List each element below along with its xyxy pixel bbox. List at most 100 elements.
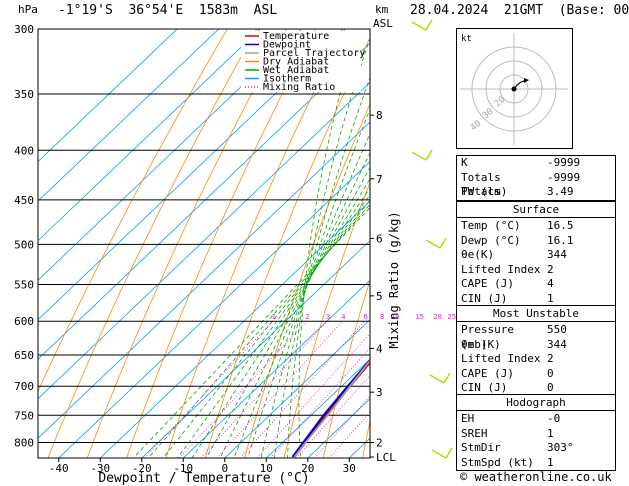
wind-barb-icon — [411, 21, 427, 31]
legend-item: Temperature — [263, 31, 329, 42]
x-tick-label: 10 — [260, 462, 273, 475]
wind-barb-flag — [425, 149, 433, 161]
pressure-tick-label: 600 — [14, 315, 34, 328]
pressure-tick-label: 500 — [14, 238, 34, 251]
series-dewpoint-line — [291, 358, 370, 458]
hodograph-row: StmSpd (kt) 1 — [461, 455, 554, 469]
surface-row: θe(K) 344 — [461, 248, 567, 261]
most-unstable-table: Most Unstable Pressure (mb) 550 θe (K) 344… — [456, 305, 616, 397]
plot-frame — [37, 28, 371, 459]
dry-adiabat-line — [38, 29, 228, 393]
pressure-unit-label: hPa — [18, 3, 38, 16]
pressure-tick-label: 650 — [14, 349, 34, 362]
pressure-tick-label: 700 — [14, 380, 34, 393]
most-unstable-row: θe (K) 344 — [461, 337, 567, 351]
isotherm-line — [224, 319, 370, 458]
wind-barb-flag — [443, 372, 451, 384]
isotherm-line — [182, 279, 370, 458]
index-row-k: K -9999 — [461, 156, 581, 169]
surface-row: Lifted Index 2 — [461, 262, 554, 276]
asl-label: ASL — [373, 17, 393, 30]
dry-adiabat-line — [283, 181, 370, 458]
legend-item: Isotherm — [263, 74, 311, 85]
most-unstable-row: CIN (J) 0 — [461, 381, 554, 394]
dry-adiabat-line — [126, 29, 317, 458]
hodograph-table: Hodograph EH -0 SREH 1 StmDir 303° StmSpd (… — [456, 394, 616, 471]
pressure-tick-label: 300 — [14, 23, 34, 36]
x-tick-label: 0 — [221, 462, 228, 475]
surface-row: Dewp (°C) 16.1 — [461, 233, 574, 247]
wet-adiabat-line — [274, 76, 370, 458]
isotherm-line — [38, 29, 220, 202]
surface-row: CIN (J) 1 — [461, 291, 554, 305]
isotherm-line — [38, 29, 178, 163]
wet-adiabat-line — [233, 152, 370, 458]
pressure-tick-label: 750 — [14, 409, 34, 422]
dry-adiabat-line — [47, 29, 258, 458]
hodograph-ring-label: 20 — [493, 95, 508, 110]
x-tick-label: -30 — [90, 462, 110, 475]
pressure-tick-label: 450 — [14, 194, 34, 207]
x-axis-label: Dewpoint / Temperature (°C) — [98, 471, 309, 486]
dry-adiabat-line — [204, 37, 370, 458]
wind-barb-icon — [431, 449, 447, 459]
mixing-ratio-line — [329, 411, 370, 458]
isotherm-line — [99, 200, 370, 458]
hodograph-plot: kt 40 30 20 — [460, 33, 568, 145]
km-tick-label: 5 — [376, 290, 383, 303]
wind-barb-flag — [425, 19, 433, 31]
surface-row: Temp (°C) 16.5 — [461, 219, 574, 232]
pressure-tick-label: 550 — [14, 279, 34, 292]
surface-title: Surface — [457, 202, 615, 218]
legend-box — [241, 31, 361, 92]
mixing-ratio-line — [270, 347, 370, 458]
wet-adiabat-line — [132, 207, 370, 458]
wet-adiabat-line — [298, 29, 359, 458]
legend-item: Mixing Ratio — [263, 82, 335, 93]
most-unstable-title: Most Unstable — [457, 306, 615, 322]
wind-barb-flag — [439, 237, 447, 249]
hodograph-row: StmDir 303° — [461, 441, 574, 454]
legend-item: Dry Adiabat — [263, 57, 329, 68]
isotherm-line — [38, 121, 370, 439]
mixing-ratio-line — [216, 320, 343, 458]
hodograph: kt 40 30 20 — [456, 28, 573, 149]
mixing-ratio-label: 15 — [415, 313, 423, 321]
indices-table: K -9999 Totals Totals -9999 PW (cm) 3.49 — [456, 155, 616, 201]
legend-item: Dewpoint — [263, 40, 311, 51]
wet-adiabat-line — [147, 203, 370, 458]
mixing-ratio-line — [179, 320, 307, 458]
isotherm-line — [38, 29, 261, 242]
dry-adiabat-line — [322, 278, 370, 458]
series-parcel-trajectory-line — [293, 359, 370, 458]
pressure-tick-label: 350 — [14, 88, 34, 101]
hodograph-title: Hodograph — [457, 395, 615, 411]
most-unstable-row: Lifted Index 2 — [461, 352, 554, 365]
mixing-ratio-line — [314, 395, 370, 458]
km-tick-label: 3 — [376, 386, 383, 399]
x-tick-label: -10 — [173, 462, 193, 475]
storm-motion-arrow-icon — [524, 78, 529, 83]
mixing-ratio-label: 4 — [341, 313, 345, 321]
wet-adiabat-line — [162, 199, 370, 458]
isotherm-line — [265, 358, 370, 458]
wind-barb-icon — [429, 374, 445, 384]
dry-adiabat-line — [244, 103, 370, 458]
isotherm-line — [141, 240, 370, 458]
mixing-ratio-line — [144, 320, 274, 458]
mixing-ratio-label: 3 — [326, 313, 330, 321]
mixing-ratio-label: 2 — [305, 313, 309, 321]
x-tick-label: 30 — [343, 462, 356, 475]
km-tick-label: 6 — [376, 232, 383, 245]
mixing-ratio-label: 8 — [380, 313, 384, 321]
wet-adiabat-line — [191, 187, 370, 458]
hodograph-row: SREH 1 — [461, 426, 554, 440]
legend-item: Wet Adiabat — [263, 65, 329, 76]
datetime-title: 28.04.2024 21GMT (Base: 00) — [410, 3, 629, 18]
mixing-ratio-line — [256, 332, 370, 458]
copyright-text: © weatheronline.co.uk — [460, 470, 612, 484]
index-row-totals: Totals Totals -9999 — [461, 170, 581, 199]
mixing-ratio-label: 10 — [391, 313, 399, 321]
mixing-ratio-label: 25 — [448, 313, 456, 321]
